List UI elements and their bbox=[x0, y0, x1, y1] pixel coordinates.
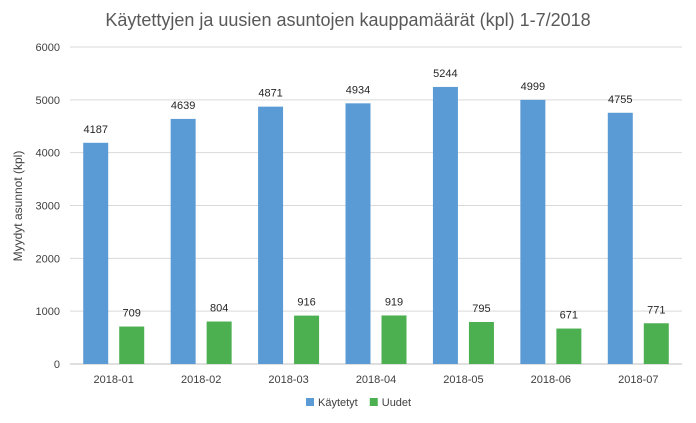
x-tick-label: 2018-07 bbox=[618, 374, 658, 386]
bar-uudet bbox=[468, 321, 494, 364]
chart-title: Käytettyjen ja uusien asuntojen kauppamä… bbox=[105, 10, 590, 30]
data-label: 4934 bbox=[346, 84, 370, 96]
x-tick-label: 2018-03 bbox=[268, 374, 308, 386]
data-labels: 4187 4639 4871 4934 5244 4999 4755 709 804 916 919… bbox=[83, 68, 665, 322]
x-tick-label: 2018-02 bbox=[181, 374, 221, 386]
bar-käytetyt bbox=[520, 99, 546, 364]
y-tick-label: 5000 bbox=[36, 95, 60, 107]
data-label: 4187 bbox=[83, 124, 107, 136]
data-label: 804 bbox=[210, 303, 228, 315]
axes: 0 1000 2000 3000 4000 5000 6000 2018-01 2018-02 2… bbox=[36, 42, 659, 386]
y-tick-label: 6000 bbox=[36, 42, 60, 54]
bar-uudet bbox=[556, 328, 582, 364]
x-tick-label: 2018-01 bbox=[94, 374, 134, 386]
data-label: 795 bbox=[472, 303, 490, 315]
y-tick-label: 1000 bbox=[36, 306, 60, 318]
data-label: 4999 bbox=[521, 81, 545, 93]
bar-käytetyt bbox=[83, 142, 109, 364]
bars bbox=[83, 86, 669, 365]
data-label: 919 bbox=[385, 296, 403, 308]
x-tick-label: 2018-06 bbox=[531, 374, 571, 386]
legend-swatch bbox=[306, 398, 314, 406]
data-label: 771 bbox=[647, 304, 665, 316]
bar-uudet bbox=[643, 323, 669, 364]
y-tick-label: 2000 bbox=[36, 253, 60, 265]
y-tick-label: 0 bbox=[54, 359, 60, 371]
bar-uudet bbox=[119, 326, 145, 364]
data-label: 709 bbox=[123, 308, 141, 320]
legend: Käytetyt Uudet bbox=[306, 397, 411, 409]
bar-käytetyt bbox=[170, 118, 196, 365]
legend-swatch bbox=[369, 398, 378, 406]
data-label: 4639 bbox=[171, 100, 195, 112]
data-label: 4871 bbox=[258, 88, 282, 100]
legend-label: Käytetyt bbox=[318, 397, 358, 409]
bar-uudet bbox=[381, 315, 407, 364]
y-axis-label: Myydyt asunnot (kpl) bbox=[11, 151, 25, 262]
x-tick-label: 2018-05 bbox=[443, 374, 483, 386]
bar-käytetyt bbox=[258, 106, 284, 364]
bar-uudet bbox=[206, 321, 232, 364]
legend-label: Uudet bbox=[382, 397, 411, 409]
bar-uudet bbox=[294, 315, 320, 364]
gridlines bbox=[70, 46, 682, 365]
data-label: 916 bbox=[297, 297, 315, 309]
bar-käytetyt bbox=[607, 112, 633, 364]
y-tick-label: 4000 bbox=[36, 148, 60, 160]
data-label: 671 bbox=[560, 310, 578, 322]
data-label: 4755 bbox=[608, 94, 632, 106]
bar-käytetyt bbox=[345, 103, 371, 364]
y-tick-label: 3000 bbox=[36, 201, 60, 213]
x-tick-label: 2018-04 bbox=[356, 374, 396, 386]
data-label: 5244 bbox=[433, 68, 457, 80]
bar-käytetyt bbox=[432, 86, 458, 364]
